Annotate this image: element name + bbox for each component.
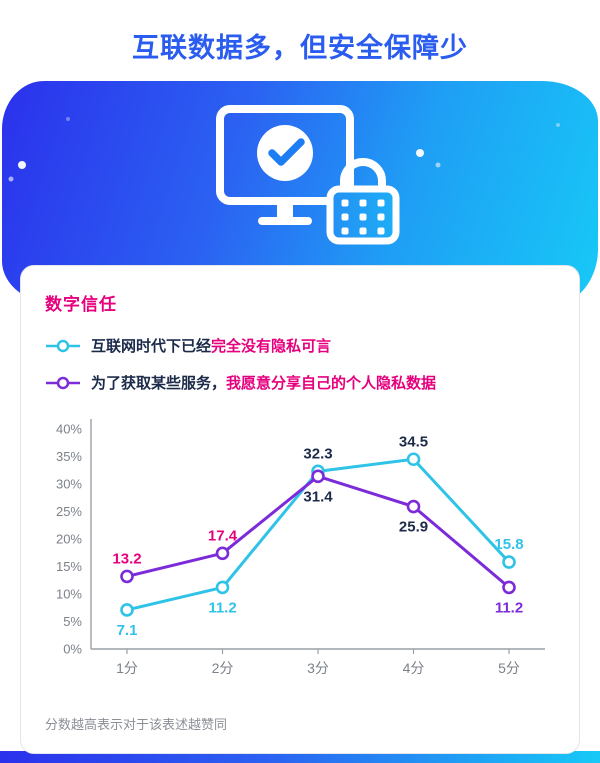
bottom-bar (0, 751, 600, 763)
svg-text:3分: 3分 (307, 660, 329, 676)
legend: 互联网时代下已经完全没有隐私可言 为了获取某些服务，我愿意分享自己的个人隐私数据 (45, 335, 555, 393)
svg-text:2分: 2分 (212, 660, 234, 676)
svg-text:13.2: 13.2 (112, 550, 141, 567)
svg-text:5分: 5分 (498, 660, 520, 676)
svg-text:5%: 5% (63, 614, 82, 629)
legend-text: 互联网时代下已经完全没有隐私可言 (91, 335, 331, 356)
svg-text:11.2: 11.2 (495, 599, 523, 616)
svg-text:17.4: 17.4 (208, 527, 238, 544)
legend-text-prefix: 互联网时代下已经 (91, 338, 212, 355)
legend-text: 为了获取某些服务，我愿意分享自己的个人隐私数据 (91, 372, 436, 393)
svg-text:1分: 1分 (116, 660, 138, 676)
svg-text:31.4: 31.4 (303, 488, 333, 505)
svg-text:11.2: 11.2 (208, 599, 236, 616)
svg-text:10%: 10% (56, 587, 82, 602)
legend-text-prefix: 为了获取某些服务， (91, 375, 227, 392)
svg-text:30%: 30% (56, 477, 82, 492)
svg-text:15.8: 15.8 (494, 536, 523, 553)
footnote: 分数越高表示对于该表述越赞同 (45, 717, 228, 732)
line-marker-icon (46, 376, 80, 389)
page-title: 互联数据多，但安全保障少 (132, 33, 468, 63)
legend-text-highlight: 我愿意分享自己的个人隐私数据 (226, 375, 437, 392)
svg-text:0%: 0% (63, 642, 82, 657)
svg-text:40%: 40% (56, 422, 82, 437)
svg-text:25%: 25% (56, 504, 82, 519)
legend-text-highlight: 完全没有隐私可言 (211, 338, 332, 355)
section-title: 数字信任 (45, 295, 117, 314)
legend-item: 互联网时代下已经完全没有隐私可言 (45, 335, 555, 356)
line-marker-icon (46, 339, 80, 352)
line-chart-svg: 0% 5% 10% 15% 20% 25% 30% 35% 40% 1分 2分 3分 4分 5分 7.1 11… (56, 419, 545, 676)
svg-text:35%: 35% (56, 449, 82, 464)
svg-text:25.9: 25.9 (399, 519, 428, 536)
line-chart: 0% 5% 10% 15% 20% 25% 30% 35% 40% 1分 2分 3分 4分 5分 7.1 11… (45, 413, 555, 700)
svg-text:15%: 15% (56, 559, 82, 574)
svg-text:7.1: 7.1 (117, 622, 138, 639)
monitor-lock-icon (216, 105, 400, 245)
svg-text:4分: 4分 (403, 660, 425, 676)
content-card: 数字信任 互联网时代下已经完全没有隐私可言 为了获取某些服务，我愿意分享自己的个… (20, 265, 580, 754)
legend-item: 为了获取某些服务，我愿意分享自己的个人隐私数据 (45, 372, 555, 393)
svg-text:20%: 20% (56, 532, 82, 547)
svg-text:32.3: 32.3 (303, 445, 332, 462)
sparkle-dots-icon (8, 117, 560, 182)
svg-text:34.5: 34.5 (399, 433, 428, 450)
